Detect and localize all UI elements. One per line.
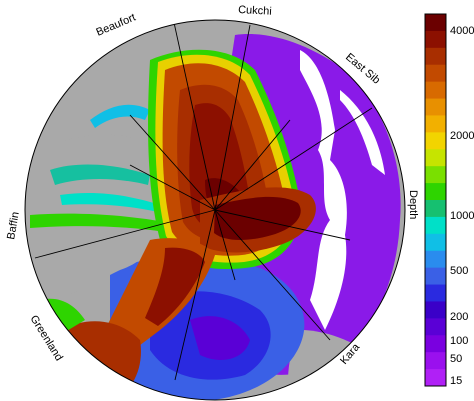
colorbar-cell	[425, 64, 446, 83]
eurasian-basin-deep	[214, 196, 301, 241]
colorbar-cell	[425, 149, 446, 167]
colorbar-tick: 15	[450, 375, 462, 387]
ice-free-northeast	[340, 90, 385, 175]
colorbar-cell	[425, 335, 446, 353]
colorbar-tick: 4000	[450, 25, 474, 37]
colorbar-cell	[425, 115, 446, 133]
label-cukchi: Cukchi	[238, 4, 272, 18]
channel-2	[60, 193, 160, 212]
colorbar-cell	[425, 30, 446, 49]
channel-3	[90, 104, 150, 128]
section-line-nw	[129, 164, 216, 211]
section-lines	[34, 20, 373, 381]
colorbar-tick: 2000	[450, 130, 474, 142]
colorbar-cell	[425, 183, 446, 201]
colorbar-cell	[425, 200, 446, 218]
colorbar-cells	[425, 14, 446, 387]
greenland-land	[25, 217, 156, 310]
colorbar-tick: 500	[450, 265, 468, 277]
section-line-sw	[174, 209, 216, 381]
colorbar-cell	[425, 81, 446, 100]
channel-1	[50, 164, 150, 185]
section-line-eastsib	[214, 107, 373, 211]
colorbar-cell	[425, 14, 446, 32]
section-line-beaufort	[172, 20, 216, 211]
colorbar-cell	[425, 132, 446, 150]
colorbar-frame	[424, 13, 447, 387]
colorbar-cell	[425, 98, 446, 116]
depth-colorbar: 4000 2000 1000 500 200 100 50 15 Depth	[407, 13, 474, 387]
colorbar-cell	[425, 318, 446, 336]
section-line-cukchi	[214, 24, 251, 211]
map-boundary	[24, 19, 406, 401]
colorbar-tick: 100	[450, 335, 468, 347]
colorbar-tick: 1000	[450, 210, 474, 222]
colorbar-tick: 50	[450, 353, 462, 365]
section-line-nnw	[129, 114, 216, 211]
colorbar-cell	[425, 352, 446, 370]
colorbar-cell	[425, 216, 446, 235]
greenland-margin	[30, 213, 165, 232]
fram-strait-deep	[145, 247, 205, 326]
label-beaufort: Beaufort	[94, 11, 137, 38]
colorbar-title: Depth	[407, 190, 419, 219]
colorbar-cell	[425, 250, 446, 269]
label-greenland: Greenland	[27, 313, 64, 363]
colorbar-cell	[425, 233, 446, 252]
barents-purple	[190, 316, 250, 360]
colorbar-cell	[425, 267, 446, 286]
colorbar-tick: 200	[450, 311, 468, 323]
section-line-ne	[214, 119, 291, 211]
ice-free-east	[300, 50, 347, 330]
section-line-e	[214, 209, 351, 241]
colorbar-cell	[425, 47, 446, 66]
section-line-s	[214, 209, 236, 281]
colorbar-cell	[425, 369, 446, 387]
colorbar-cell	[425, 301, 446, 319]
section-line-kara	[214, 209, 331, 341]
colorbar-cell	[425, 284, 446, 302]
colorbar-cell	[425, 166, 446, 184]
section-line-greenland	[34, 209, 216, 259]
label-baffin: Baffin	[5, 211, 22, 241]
